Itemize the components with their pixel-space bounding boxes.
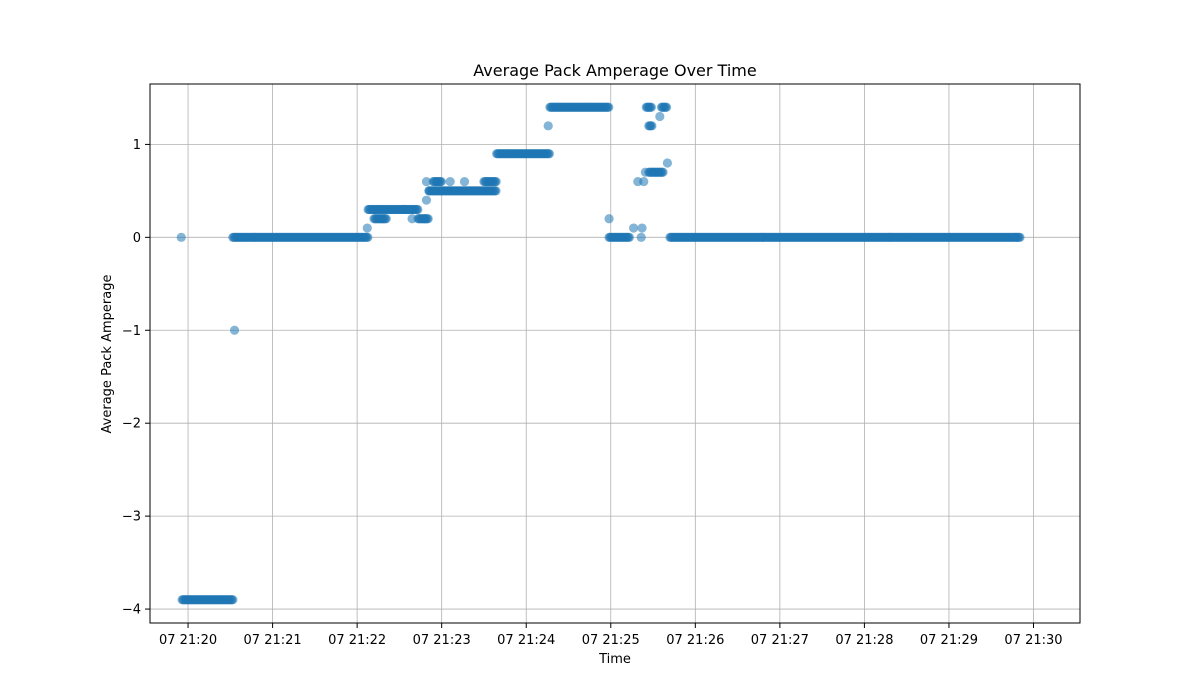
data-point (436, 176, 446, 187)
x-tick-label: 07 21:30 (1004, 633, 1062, 648)
data-point (491, 186, 501, 196)
data-point (1015, 232, 1025, 242)
data-point (639, 176, 649, 187)
data-point (424, 186, 434, 196)
data-point (407, 214, 417, 224)
y-axis-label: Average Pack Amperage (100, 275, 115, 434)
data-point (176, 232, 186, 242)
x-tick-label: 07 21:25 (582, 633, 640, 648)
data-point (229, 325, 240, 335)
x-tick-label: 07 21:22 (328, 633, 386, 648)
x-tick-label: 07 21:20 (159, 633, 217, 648)
x-tick-label: 07 21:21 (244, 633, 302, 648)
data-point (662, 158, 673, 168)
x-axis-label: Time (598, 652, 631, 667)
data-point (647, 121, 657, 131)
y-tick-label: −4 (122, 603, 141, 618)
data-point (636, 232, 646, 242)
y-tick-label: 1 (133, 138, 141, 153)
data-point (544, 149, 554, 159)
data-point (420, 214, 430, 224)
data-point (445, 176, 455, 187)
plot-area-frame (149, 83, 1081, 624)
y-tick-label: −2 (122, 417, 141, 432)
data-point (228, 595, 238, 605)
chart-title: Average Pack Amperage Over Time (473, 61, 756, 80)
grid-lines (150, 84, 1080, 623)
data-point (624, 232, 634, 242)
data-point (629, 223, 639, 233)
data-points (176, 102, 1025, 605)
y-tick-label: −3 (122, 510, 141, 525)
data-point (543, 121, 553, 131)
x-tick-label: 07 21:24 (497, 633, 555, 648)
x-tick-label: 07 21:23 (413, 633, 471, 648)
data-point (646, 102, 656, 112)
data-point (491, 176, 501, 187)
data-point (661, 102, 672, 112)
data-point (655, 111, 665, 122)
x-tick-label: 07 21:26 (666, 633, 724, 648)
data-point (362, 223, 372, 233)
data-point (421, 176, 432, 187)
data-point (421, 195, 432, 205)
x-tick-label: 07 21:27 (751, 633, 809, 648)
data-point (459, 176, 470, 187)
data-point (381, 214, 391, 224)
data-point (363, 232, 373, 242)
x-tick-label: 07 21:28 (835, 633, 893, 648)
data-point (658, 167, 668, 177)
axis-ticks: 07 21:20 07 21:21 07 21:22 07 21:23 07 21:24… (122, 138, 1063, 648)
data-point (640, 167, 651, 177)
data-point (604, 214, 614, 224)
data-point (604, 102, 614, 112)
data-point (637, 223, 647, 233)
data-point (413, 204, 423, 215)
y-tick-label: 0 (133, 231, 141, 246)
y-tick-label: −1 (122, 324, 141, 339)
x-tick-label: 07 21:29 (920, 633, 978, 648)
